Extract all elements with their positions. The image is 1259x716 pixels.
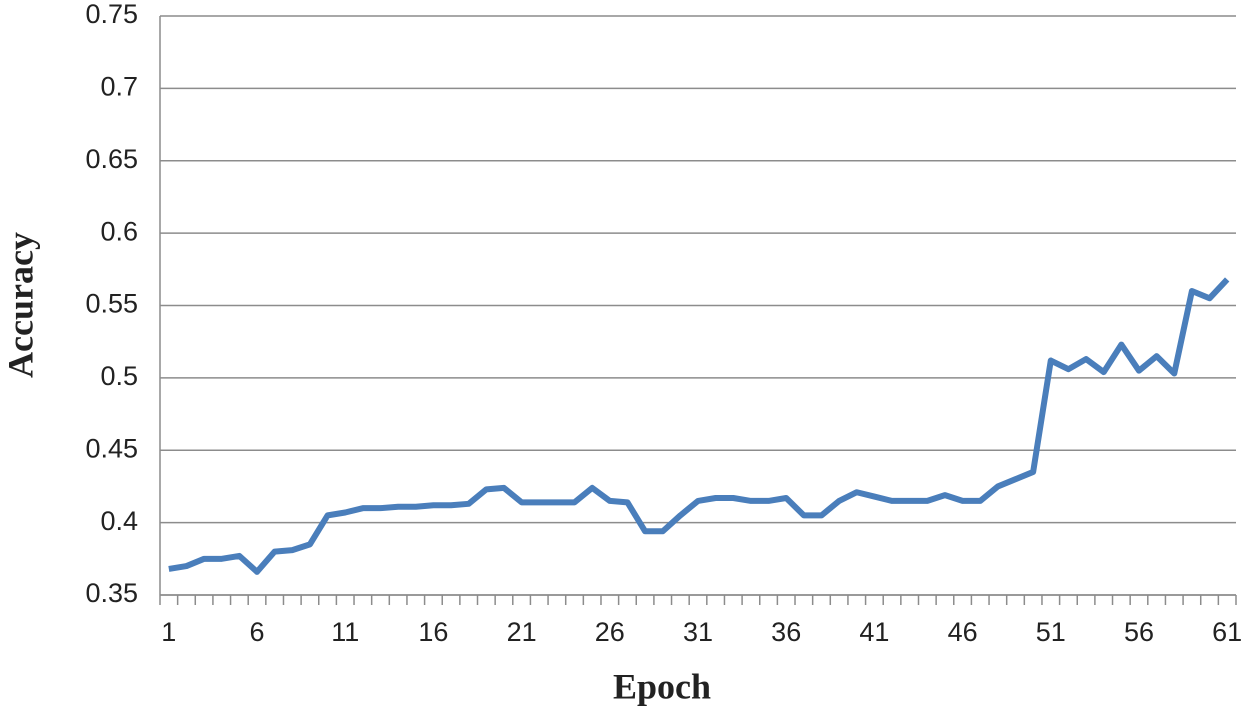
x-tick-label: 6 [250,617,265,647]
x-tick-label: 1 [161,617,176,647]
x-tick-label: 26 [595,617,625,647]
data-line [168,277,1230,575]
y-tick-label: 0.45 [85,433,138,463]
x-tick-label: 61 [1212,617,1242,647]
x-tick-label: 11 [331,617,359,647]
x-tick-label: 41 [859,617,889,647]
y-axis-title: Accuracy [0,232,40,378]
x-tick-label: 51 [1036,617,1066,647]
x-tick-label: 31 [683,617,713,647]
y-tick-label: 0.5 [100,361,138,391]
x-axis-title: Epoch [613,666,711,706]
y-tick-label: 0.7 [100,72,138,102]
x-tick-label: 56 [1124,617,1154,647]
y-tick-label: 0.4 [100,506,138,536]
y-tick-label: 0.55 [85,289,138,319]
x-tick-label: 16 [418,617,448,647]
x-tick-label: 21 [507,617,537,647]
y-tick-label: 0.35 [85,578,138,608]
y-tick-label: 0.75 [85,0,138,29]
x-tick-label: 36 [771,617,801,647]
y-tick-label: 0.6 [100,216,138,246]
x-tick-label: 46 [948,617,978,647]
y-tick-label: 0.65 [85,144,138,174]
